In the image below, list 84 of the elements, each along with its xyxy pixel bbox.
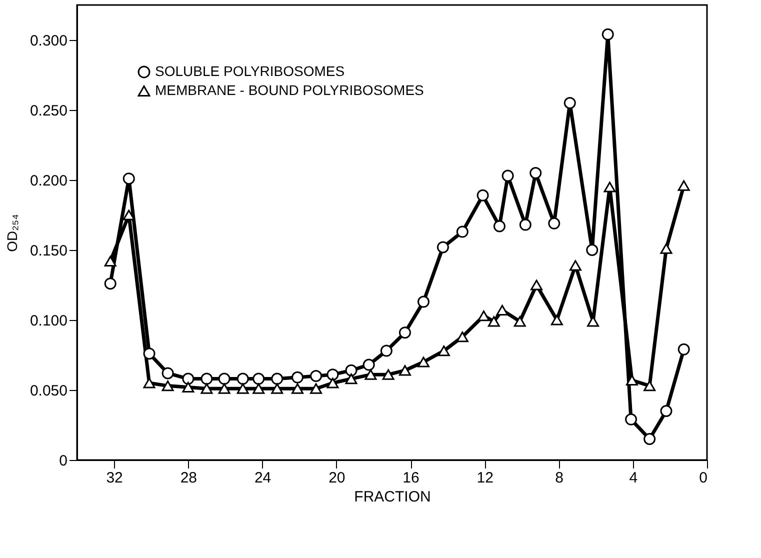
point [602, 28, 614, 40]
point [143, 348, 156, 360]
y-axis-title: OD₂₅₄ [4, 214, 20, 252]
point [345, 364, 358, 376]
point [604, 182, 616, 192]
x-tick-label: 16 [402, 470, 420, 486]
point [382, 369, 394, 380]
point [418, 296, 430, 308]
x-tick-label: 32 [106, 470, 123, 486]
point [478, 310, 490, 322]
legend-label: MEMBRANE - BOUND POLYRIBOSOMES [155, 82, 424, 98]
point [143, 378, 156, 388]
y-tick-label: 0.100 [30, 312, 68, 330]
point [104, 256, 116, 266]
y-tick-label: 0.050 [30, 382, 68, 400]
point [644, 380, 656, 392]
y-tick-label: 0 [59, 452, 68, 470]
point [586, 244, 598, 256]
point [418, 356, 430, 368]
point [252, 383, 265, 394]
y-tick-label: 0.200 [30, 172, 68, 190]
y-tick-label: 0.150 [30, 242, 68, 260]
point [200, 383, 213, 394]
point [550, 314, 563, 326]
point [502, 170, 514, 182]
point [398, 326, 411, 339]
point [436, 241, 449, 254]
point [626, 374, 638, 386]
point [182, 382, 194, 392]
point [292, 383, 304, 394]
point [476, 189, 489, 202]
point [218, 372, 230, 385]
point [564, 97, 576, 109]
x-tick-label: 12 [476, 470, 494, 486]
x-tick-label: 24 [254, 470, 272, 486]
point [530, 280, 543, 290]
point [530, 167, 542, 179]
point [122, 210, 135, 220]
point [569, 260, 582, 271]
point [660, 243, 672, 254]
point [292, 371, 304, 384]
point [548, 217, 560, 230]
point [456, 226, 468, 238]
point [252, 372, 265, 385]
point [364, 369, 377, 380]
point [493, 220, 506, 232]
point [326, 368, 339, 381]
point [310, 370, 322, 382]
point [514, 316, 526, 327]
x-tick-label: 28 [180, 470, 198, 486]
point [236, 383, 249, 394]
point [488, 316, 500, 327]
point [644, 433, 656, 445]
x-axis-title: FRACTION [354, 488, 431, 506]
point [678, 343, 690, 356]
point [236, 372, 249, 385]
point [200, 372, 213, 385]
point [398, 365, 411, 376]
point [660, 405, 672, 417]
point [182, 372, 194, 385]
point [326, 378, 339, 388]
point [362, 358, 375, 371]
point [104, 278, 116, 290]
x-tick-label: 20 [328, 470, 346, 486]
y-tick-label: 0.250 [30, 102, 68, 120]
point [345, 374, 358, 384]
point [438, 346, 450, 356]
point [380, 344, 392, 357]
x-tick-label: 0 [699, 470, 708, 486]
point [496, 304, 508, 316]
x-tick-label: 4 [629, 470, 638, 486]
point [678, 180, 690, 191]
legend-label: SOLUBLE POLYRIBOSOMES [155, 63, 345, 79]
point [625, 413, 638, 426]
point [162, 380, 174, 392]
point [519, 218, 532, 231]
y-tick-label: 0.300 [30, 32, 68, 50]
point [271, 383, 284, 394]
point [310, 383, 322, 394]
x-tick-label: 8 [555, 470, 564, 486]
point [271, 372, 284, 385]
point [162, 367, 174, 380]
point [218, 383, 230, 394]
point [122, 172, 135, 185]
